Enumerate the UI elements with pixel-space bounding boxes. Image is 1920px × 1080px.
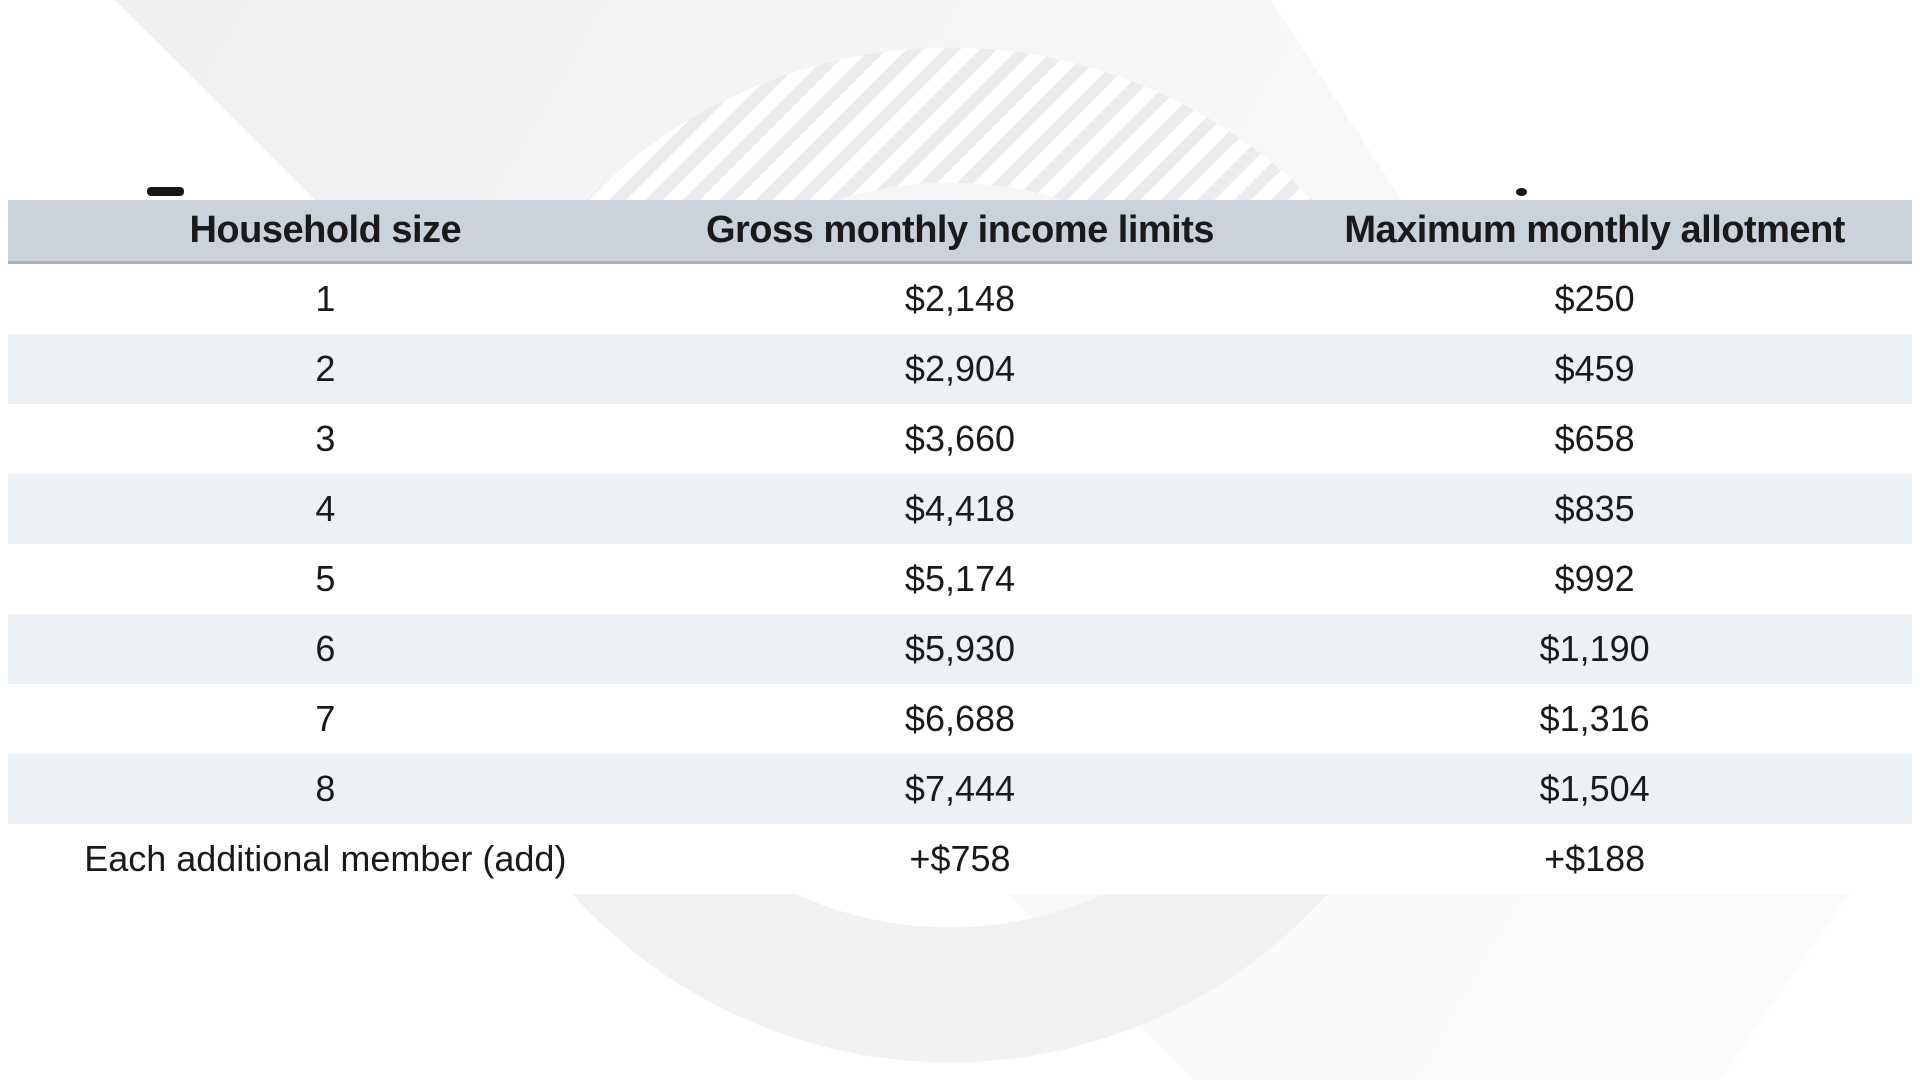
table-cell: $3,660: [904, 418, 1016, 459]
income-limits-table: Household size Gross monthly income limi…: [8, 200, 1912, 894]
table-cell: $2,904: [904, 348, 1016, 389]
table-row: 5 $5,174 $992: [8, 544, 1912, 614]
table-row: 7 $6,688 $1,316: [8, 684, 1912, 754]
table-row: 8 $7,444 $1,504: [8, 754, 1912, 824]
table-cell: $250: [1554, 278, 1635, 319]
ring-watermark-bottom: [442, 554, 1458, 1063]
table-cell: 4: [315, 488, 336, 529]
table-cell: $4,418: [904, 488, 1016, 529]
table-cell: Each additional member (add): [84, 838, 567, 879]
table-cell: $1,504: [1539, 768, 1650, 809]
table-cell: $7,444: [904, 768, 1016, 809]
table-cell: $1,190: [1539, 628, 1650, 669]
table-cell: 5: [315, 558, 336, 599]
ring-watermark-top: [442, 47, 1458, 556]
cropped-text-artifact-dash: [147, 187, 184, 196]
column-header-household-size: Household size: [8, 200, 643, 264]
table-cell: 2: [315, 348, 336, 389]
table-row: 6 $5,930 $1,190: [8, 614, 1912, 684]
table-cell: $1,316: [1539, 698, 1650, 739]
table-cell: $5,930: [904, 628, 1016, 669]
table-row: 2 $2,904 $459: [8, 334, 1912, 404]
table-cell: $6,688: [904, 698, 1016, 739]
table-cell: +$758: [909, 838, 1011, 879]
header-row: Household size Gross monthly income limi…: [8, 200, 1912, 264]
table-cell: $2,148: [904, 278, 1016, 319]
table-body: 1 $2,148 $250 2 $2,904 $459 3 $3,660 $65…: [8, 262, 1912, 894]
table-cell: $658: [1554, 418, 1635, 459]
table-cell: 3: [315, 418, 336, 459]
table-cell: 8: [315, 768, 336, 809]
cropped-text-artifact-dot: [1516, 188, 1527, 196]
table-cell: $992: [1554, 558, 1635, 599]
table-cell: +$188: [1544, 838, 1646, 879]
table-header: Household size Gross monthly income limi…: [8, 200, 1912, 264]
table-row: 1 $2,148 $250: [8, 262, 1912, 334]
table-cell: $5,174: [904, 558, 1016, 599]
column-header-gross-income: Gross monthly income limits: [642, 200, 1278, 264]
table-row: 3 $3,660 $658: [8, 404, 1912, 474]
table-cell: 7: [315, 698, 336, 739]
table-cell: $459: [1554, 348, 1635, 389]
income-limits-table-container: Household size Gross monthly income limi…: [8, 200, 1912, 894]
table-row: 4 $4,418 $835: [8, 474, 1912, 544]
table-cell: $835: [1554, 488, 1635, 529]
table-row-each-additional: Each additional member (add) +$758 +$188: [8, 824, 1912, 894]
column-header-max-allotment: Maximum monthly allotment: [1277, 200, 1912, 264]
table-cell: 1: [315, 278, 336, 319]
table-cell: 6: [315, 628, 336, 669]
